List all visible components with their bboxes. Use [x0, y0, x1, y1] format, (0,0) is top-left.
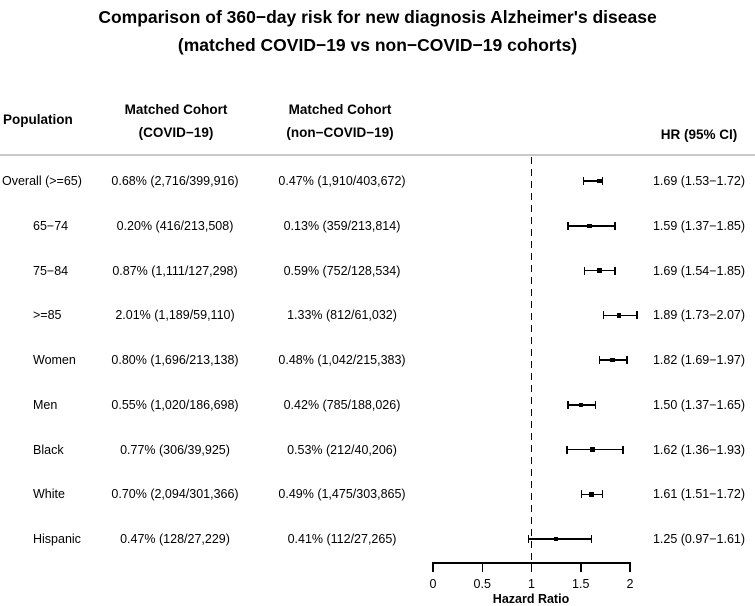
axis-tick-label: 0: [429, 577, 437, 591]
population-label: 75−84: [33, 263, 69, 278]
hr-ci-value: 1.62 (1.36−1.93): [652, 442, 746, 457]
axis-tick-label: 1: [528, 577, 535, 591]
population-label: Overall (>=65): [2, 174, 82, 188]
hr-ci-value: 1.25 (0.97−1.61): [652, 532, 746, 546]
covid-risk-value: 0.68% (2,716/399,916): [111, 174, 239, 188]
hr-ci-value: 1.61 (1.51−1.72): [652, 487, 746, 502]
covid-risk-value: 0.55% (1,020/186,698): [111, 397, 239, 412]
point-estimate-marker: [553, 536, 559, 542]
hr-ci-value: 1.69 (1.53−1.72): [652, 174, 746, 188]
noncovid-risk-value: 0.59% (752/128,534): [283, 263, 401, 278]
ci-bar: [583, 180, 603, 182]
column-header-noncovid-line2: (non−COVID−19): [286, 125, 394, 140]
population-label: Black: [33, 442, 64, 457]
hr-ci-value: 1.82 (1.69−1.97): [652, 353, 746, 367]
ci-cap-right: [601, 177, 604, 185]
point-estimate-marker: [590, 447, 595, 452]
noncovid-risk-value: 0.41% (112/27,265): [287, 532, 397, 546]
reference-line: [530, 157, 533, 563]
noncovid-risk-value: 0.53% (212/40,206): [287, 442, 397, 457]
axis-tick: [481, 562, 483, 572]
covid-risk-value: 2.01% (1,189/59,110): [115, 308, 235, 323]
axis-tick-label: 2: [626, 577, 634, 591]
point-estimate-marker: [597, 178, 602, 184]
point-estimate-marker: [610, 357, 615, 363]
title-line1: Comparison of 360−day risk for new diagn…: [98, 7, 657, 27]
covid-risk-value: 0.20% (416/213,508): [116, 218, 234, 233]
x-axis-title: Hazard Ratio: [492, 592, 570, 606]
ci-cap-right: [622, 445, 624, 454]
ci-cap-right: [614, 266, 616, 275]
ci-cap-right: [626, 356, 628, 364]
ci-cap-right: [601, 490, 604, 499]
column-header-noncovid-line1: Matched Cohort: [288, 102, 392, 117]
ci-cap-left: [567, 221, 569, 230]
point-estimate-marker: [578, 402, 583, 407]
covid-risk-value: 0.77% (306/39,925): [120, 442, 230, 457]
ci-cap-left: [580, 490, 583, 499]
ci-cap-right: [614, 221, 616, 230]
population-label: Hispanic: [33, 532, 81, 546]
point-estimate-marker: [589, 492, 594, 497]
population-label: Men: [33, 397, 58, 412]
hr-ci-value: 1.69 (1.54−1.85): [652, 263, 746, 278]
column-header-covid-line2: (COVID−19): [138, 125, 214, 140]
noncovid-risk-value: 0.48% (1,042/215,383): [278, 353, 406, 367]
ci-cap-right: [590, 535, 593, 543]
covid-risk-value: 0.80% (1,696/213,138): [111, 353, 239, 367]
noncovid-risk-value: 0.49% (1,475/303,865): [278, 487, 406, 502]
noncovid-risk-value: 0.47% (1,910/403,672): [278, 174, 406, 188]
column-header-population: Population: [3, 112, 73, 127]
title-line2: (matched COVID−19 vs non−COVID−19 cohort…: [177, 35, 578, 55]
figure-title: Comparison of 360−day risk for new diagn…: [0, 3, 755, 59]
column-header-hr: HR (95% CI): [660, 127, 738, 142]
axis-tick: [629, 562, 631, 572]
axis-tick: [530, 562, 533, 572]
ci-cap-left: [566, 445, 568, 454]
covid-risk-value: 0.87% (1,111/127,298): [112, 263, 238, 278]
column-header-noncovid: Matched Cohort (non−COVID−19): [250, 98, 430, 144]
ci-cap-left: [582, 177, 585, 185]
covid-risk-value: 0.70% (2,094/301,366): [111, 487, 239, 502]
hr-ci-value: 1.89 (1.73−2.07): [652, 308, 746, 323]
axis-tick: [580, 562, 582, 572]
ci-cap-left: [602, 311, 605, 320]
noncovid-risk-value: 0.42% (785/188,026): [283, 397, 401, 412]
covid-risk-value: 0.47% (128/27,229): [120, 532, 230, 546]
ci-bar: [528, 538, 592, 540]
noncovid-risk-value: 1.33% (812/61,032): [287, 308, 397, 323]
column-header-covid-line1: Matched Cohort: [124, 102, 228, 117]
point-estimate-marker: [597, 268, 602, 273]
ci-cap-right: [636, 311, 638, 320]
population-label: >=85: [33, 308, 62, 323]
axis-tick: [432, 562, 434, 572]
hr-ci-value: 1.59 (1.37−1.85): [652, 218, 746, 233]
column-header-covid: Matched Cohort (COVID−19): [86, 98, 266, 144]
ci-cap-left: [583, 266, 586, 275]
axis-tick-label: 0.5: [473, 577, 491, 591]
point-estimate-marker: [616, 313, 622, 318]
header-separator: [0, 154, 755, 156]
ci-cap-right: [594, 400, 597, 409]
population-label: Women: [33, 353, 76, 367]
axis-tick-label: 1.5: [572, 577, 590, 591]
point-estimate-marker: [587, 223, 592, 228]
ci-cap-left: [598, 356, 601, 364]
population-label: White: [33, 487, 65, 502]
ci-cap-left: [527, 535, 530, 543]
noncovid-risk-value: 0.13% (359/213,814): [283, 218, 401, 233]
hr-ci-value: 1.50 (1.37−1.65): [652, 397, 746, 412]
ci-cap-left: [567, 400, 569, 409]
population-label: 65−74: [33, 218, 69, 233]
ci-bar: [566, 448, 624, 451]
